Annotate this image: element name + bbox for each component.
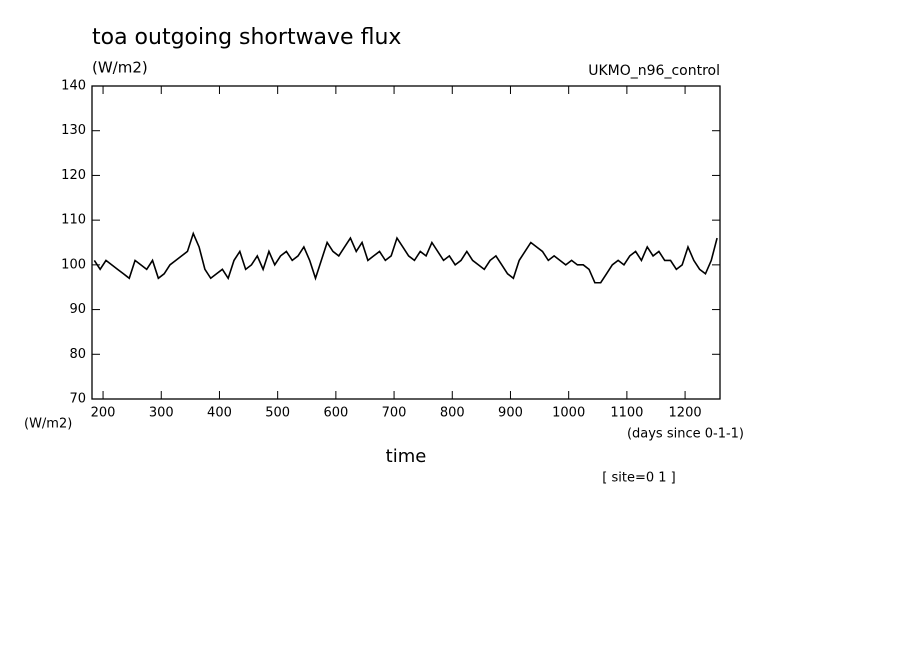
subtitle: UKMO_n96_control (588, 63, 720, 79)
y-tick-label: 110 (61, 213, 86, 228)
x-tick-label: 1000 (552, 406, 585, 421)
x-tick-label: 200 (91, 406, 116, 421)
x-tick-label: 400 (207, 406, 232, 421)
y-tick-label: 130 (61, 123, 86, 138)
x-tick-label: 300 (149, 406, 174, 421)
plot-frame (91, 85, 721, 400)
x-tick-label: 1100 (610, 406, 643, 421)
x-tick-label: 700 (382, 406, 407, 421)
x-tick-label: 900 (498, 406, 523, 421)
x-tick-label: 500 (265, 406, 290, 421)
x-tick-label: 600 (323, 406, 348, 421)
y-tick-label: 80 (69, 347, 86, 362)
y-tick-label: 100 (61, 257, 86, 272)
x-tick-label: 1200 (669, 406, 702, 421)
y-tick-label: 120 (61, 168, 86, 183)
y-unit: (W/m2) (92, 59, 148, 77)
y-tick-label: 70 (69, 392, 86, 407)
annotation: [ site=0 1 ] (602, 471, 675, 486)
y-tick-label: 140 (61, 79, 86, 94)
data-line (93, 231, 718, 284)
x-axis-title: time (386, 446, 427, 467)
y-tick-label: 90 (69, 302, 86, 317)
x-tick-label: 800 (440, 406, 465, 421)
x-unit: (days since 0-1-1) (627, 427, 744, 442)
corner-label: (W/m2) (24, 417, 72, 432)
chart-title: toa outgoing shortwave flux (92, 25, 401, 50)
